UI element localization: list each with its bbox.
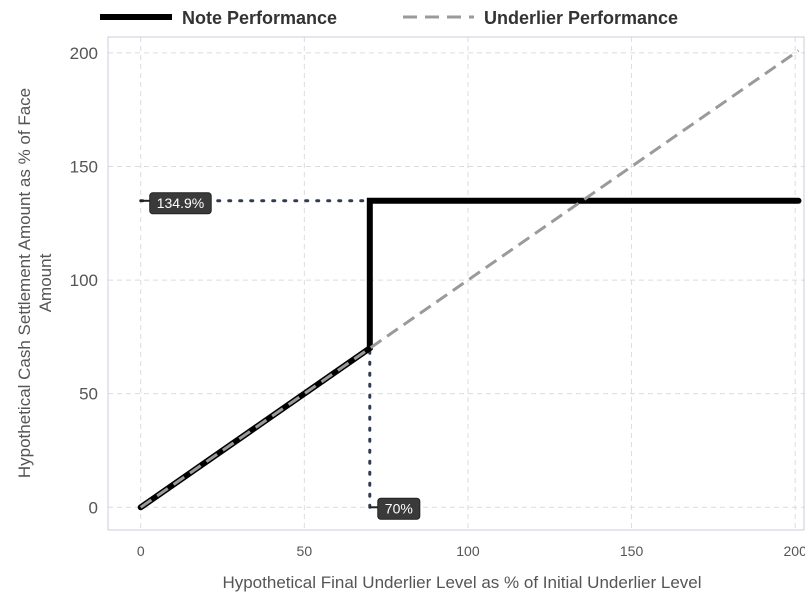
x-axis-label: Hypothetical Final Underlier Level as % … bbox=[222, 573, 701, 592]
annotation-y-label: 134.9% bbox=[149, 192, 212, 215]
plot-frame bbox=[107, 36, 805, 531]
y-tick-label: 100 bbox=[70, 271, 98, 290]
series bbox=[137, 49, 802, 511]
annotation-x-label: 70% bbox=[377, 497, 421, 520]
annotation-y-label-box bbox=[149, 192, 212, 215]
y-axis-label-line-2: Amount bbox=[36, 253, 55, 312]
y-axis-label: Hypothetical Cash Settlement Amount as %… bbox=[15, 88, 55, 478]
ticks: 0 50 100 150 200 0 50 100 150 200 bbox=[70, 44, 805, 559]
guide-lines bbox=[139, 199, 372, 509]
y-tick-label: 150 bbox=[70, 157, 98, 176]
y-tick-label: 50 bbox=[79, 385, 98, 404]
annotation-y-label-text: 134.9% bbox=[157, 195, 204, 211]
annotation-x-label-text: 70% bbox=[385, 500, 413, 516]
series-line-note bbox=[137, 197, 802, 511]
x-tick-label: 100 bbox=[456, 543, 480, 559]
legend-label-note: Note Performance bbox=[182, 8, 337, 28]
annotations: 134.9% 70% bbox=[139, 192, 421, 520]
legend-label-underlier: Underlier Performance bbox=[484, 8, 678, 28]
x-tick-label: 150 bbox=[620, 543, 644, 559]
grid bbox=[108, 37, 805, 530]
y-tick-label: 200 bbox=[70, 44, 98, 63]
series-line-underlier bbox=[139, 49, 800, 509]
y-tick-label: 0 bbox=[89, 498, 98, 517]
y-axis-label-line-1: Hypothetical Cash Settlement Amount as %… bbox=[15, 88, 34, 478]
x-tick-label: 50 bbox=[297, 543, 313, 559]
legend: Note Performance Underlier Performance bbox=[100, 8, 678, 28]
annotation-x-label-box bbox=[377, 497, 421, 520]
x-tick-label: 200 bbox=[784, 543, 805, 559]
x-tick-label: 0 bbox=[137, 543, 145, 559]
